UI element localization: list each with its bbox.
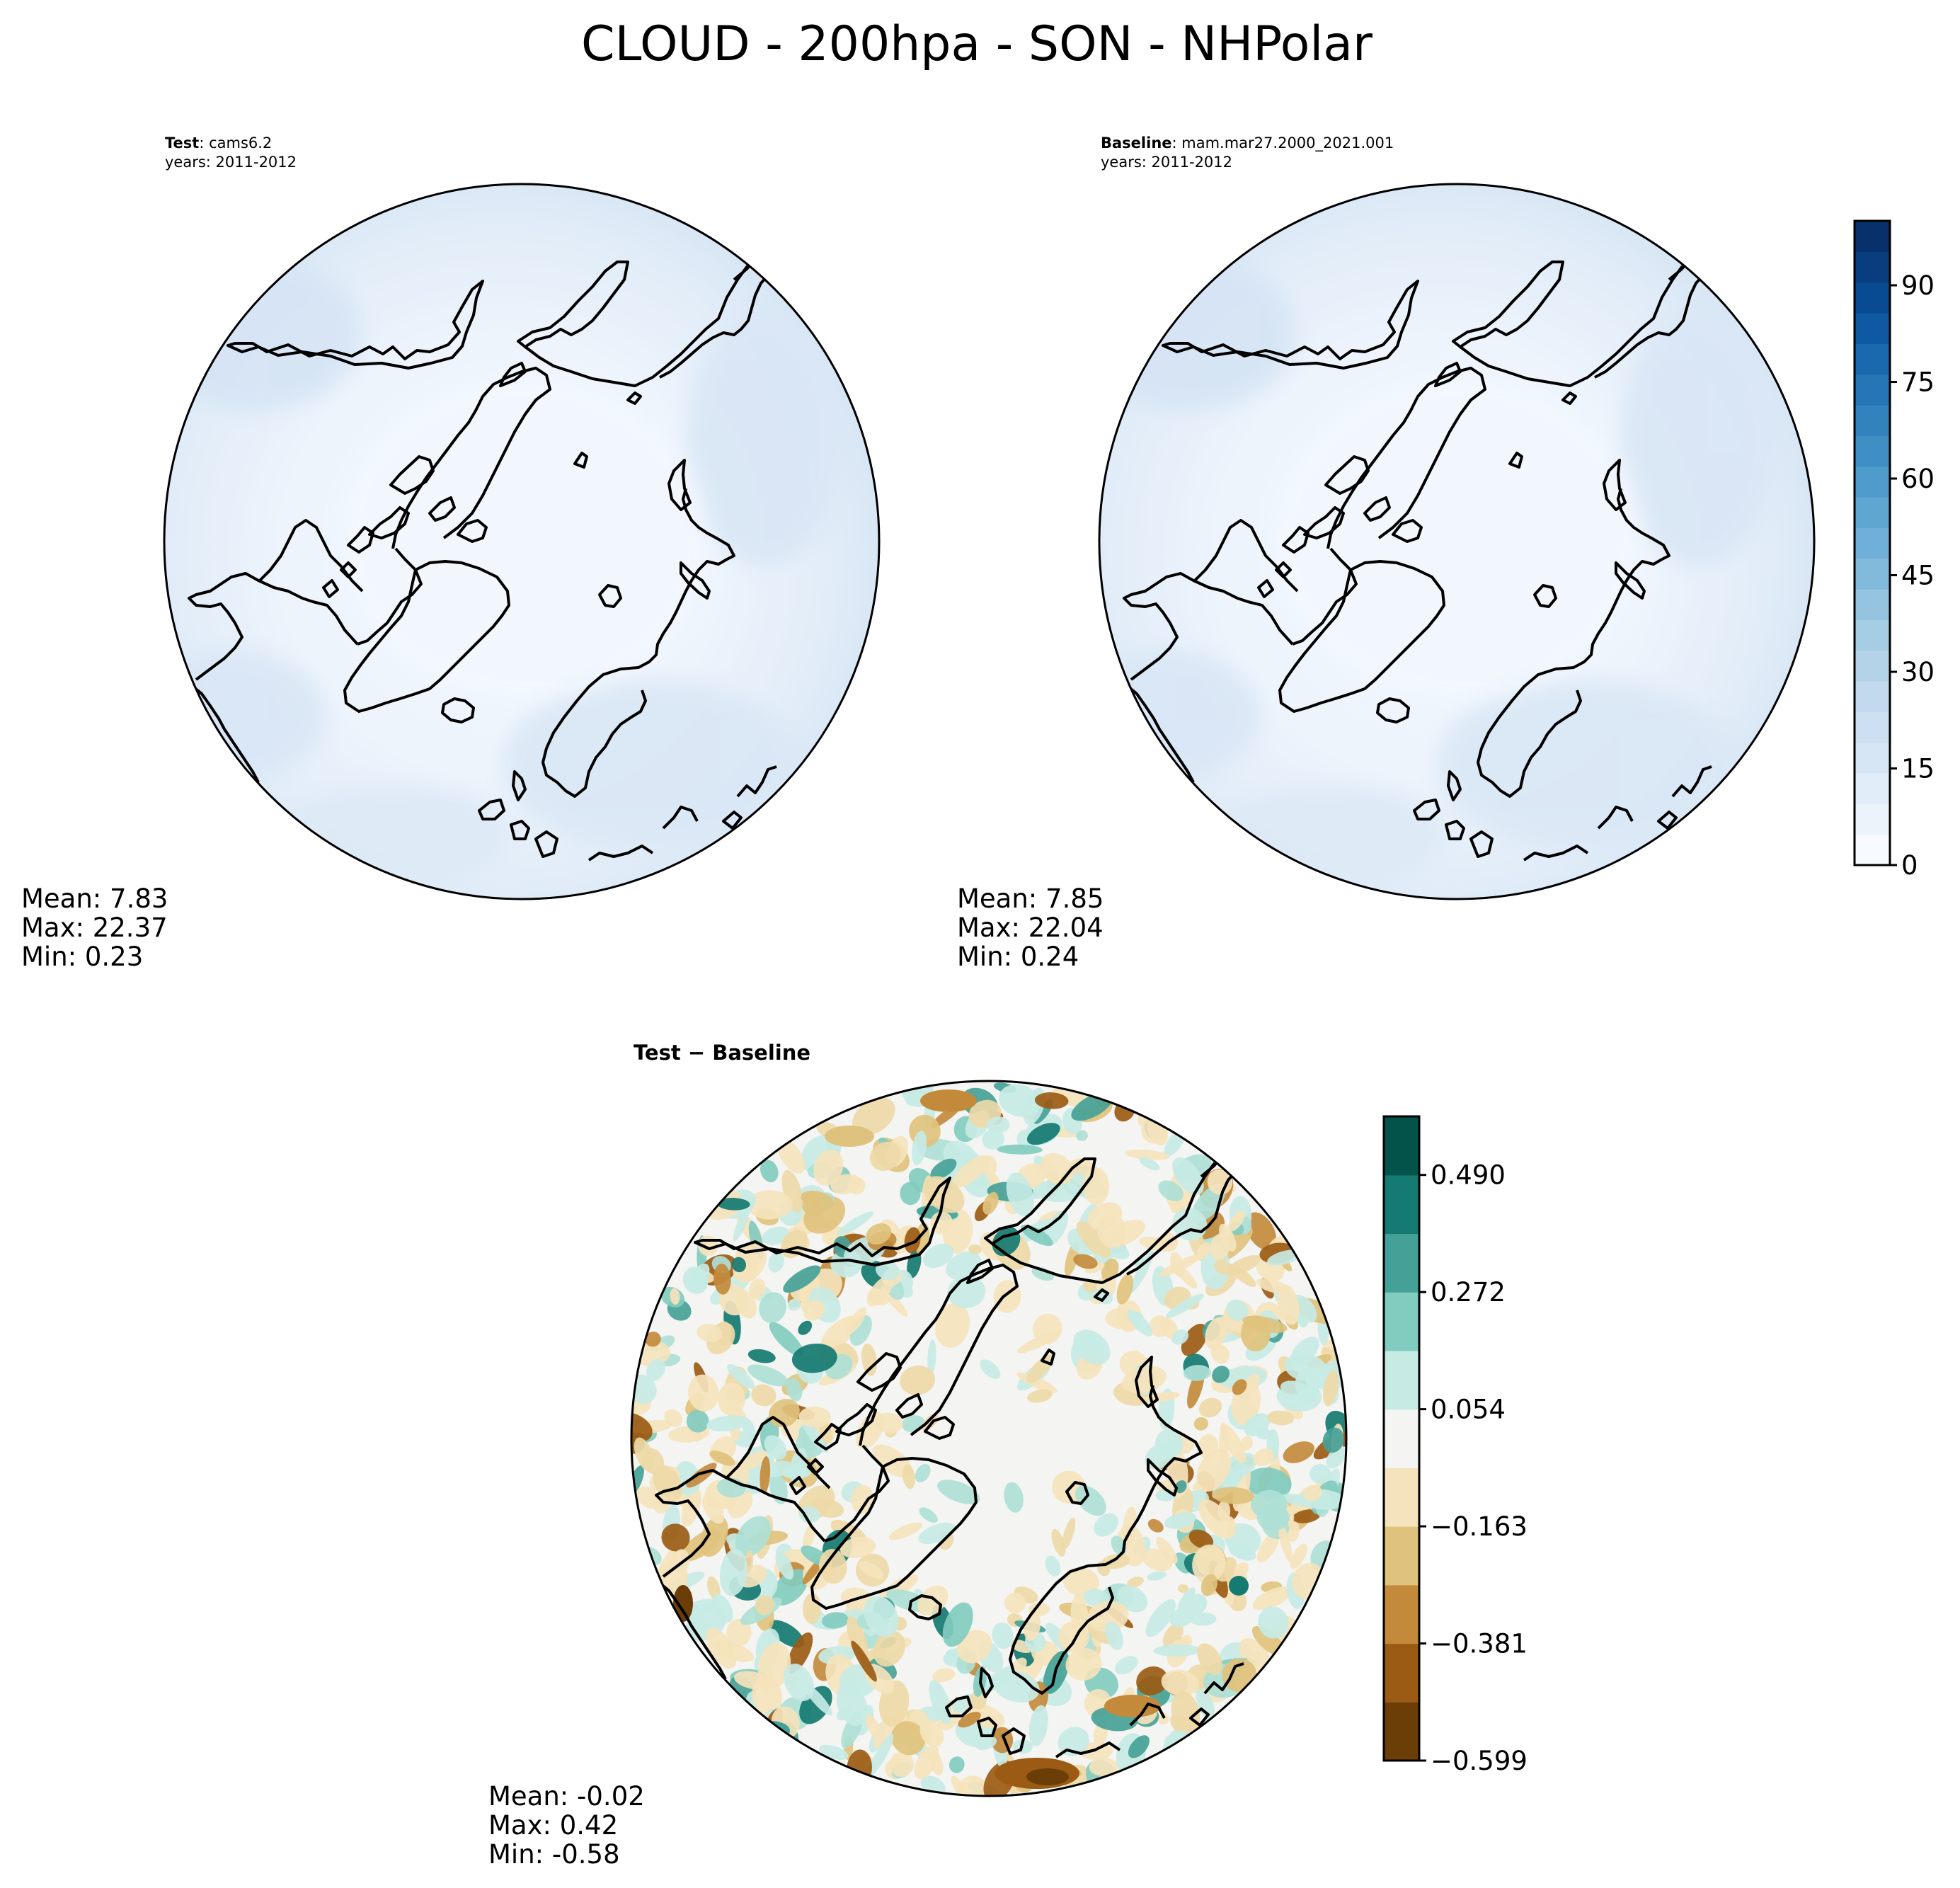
panel-test: Test: cams6.2 years: 2011-2012 Mean: 7.8… — [21, 135, 881, 972]
figure-title: CLOUD - 200hpa - SON - NHPolar — [581, 16, 1372, 72]
panel-baseline: Baseline: mam.mar27.2000_2021.001 years:… — [957, 135, 1816, 972]
colorbar-main-segment — [1855, 435, 1890, 467]
colorbar-main-tick-label: 30 — [1901, 657, 1935, 687]
panel-diff: Test − Baseline Mean: -0.02 Max: 0.42 Mi… — [488, 1041, 1348, 1870]
panel-test-mean: Mean: 7.83 — [21, 883, 168, 914]
panel-diff-header: Test − Baseline — [634, 1041, 810, 1065]
colorbar-diff-segment — [1384, 1468, 1419, 1527]
panel-baseline-mean: Mean: 7.85 — [957, 883, 1104, 914]
colorbar-diff-tick-label: −0.163 — [1431, 1511, 1528, 1542]
colorbar-main-segment — [1855, 589, 1890, 620]
colorbar-main-segment — [1855, 619, 1890, 651]
colorbar-diff: −0.599 −0.381 −0.163 0.054 0.272 0.490 — [1382, 1115, 1528, 1776]
colorbar-main-segment — [1855, 834, 1890, 866]
colorbar-main: 0 15 30 45 60 75 90 — [1853, 219, 1935, 881]
colorbar-diff-tick-label: 0.054 — [1431, 1395, 1506, 1425]
panel-test-max: Max: 22.37 — [21, 912, 168, 943]
colorbar-main-tick-label: 45 — [1901, 561, 1935, 591]
colorbar-main-tick-label: 0 — [1901, 850, 1918, 881]
colorbar-diff-segment — [1384, 1702, 1419, 1761]
colorbar-main-segment — [1855, 497, 1890, 528]
colorbar-diff-segment — [1384, 1643, 1419, 1703]
colorbar-main-frame — [1853, 219, 1891, 866]
colorbar-main-segment — [1855, 558, 1890, 590]
colorbar-diff-segment — [1384, 1526, 1419, 1586]
map-baseline — [1099, 184, 1814, 899]
colorbar-main-segment — [1855, 742, 1890, 774]
colorbar-diff-tick-label: −0.599 — [1431, 1746, 1528, 1776]
colorbar-diff-tick-label: −0.381 — [1431, 1629, 1528, 1659]
colorbar-main-segment — [1855, 374, 1890, 406]
panel-test-header: Test: cams6.2 — [165, 135, 272, 151]
colorbar-diff-segment — [1384, 1350, 1419, 1410]
colorbar-main-segment — [1855, 527, 1890, 559]
colorbar-diff-segment — [1384, 1292, 1419, 1351]
panel-baseline-min: Min: 0.24 — [957, 942, 1079, 972]
panel-test-header-value: : cams6.2 — [199, 135, 272, 151]
panel-test-years: years: 2011-2012 — [165, 154, 297, 171]
panel-baseline-header-label: Baseline — [1101, 135, 1172, 151]
colorbar-main-tick-label: 75 — [1901, 367, 1935, 398]
colorbar-main-segment — [1855, 773, 1890, 804]
colorbar-main-segment — [1855, 466, 1890, 498]
colorbar-main-segment — [1855, 282, 1890, 314]
panel-test-min: Min: 0.23 — [21, 942, 143, 972]
panel-diff-mean: Mean: -0.02 — [488, 1781, 645, 1812]
colorbar-main-segment — [1855, 650, 1890, 682]
colorbar-main-segment — [1855, 803, 1890, 835]
panel-baseline-header-value: : mam.mar27.2000_2021.001 — [1172, 135, 1394, 152]
colorbar-main-segment — [1855, 313, 1890, 344]
map-diff — [631, 1081, 1346, 1796]
colorbar-main-segment — [1855, 405, 1890, 436]
colorbar-main-segment — [1855, 343, 1890, 375]
colorbar-diff-segment — [1384, 1174, 1419, 1235]
colorbar-main-tick-label: 90 — [1901, 270, 1935, 301]
panel-diff-min: Min: -0.58 — [488, 1839, 620, 1870]
colorbar-main-tick-label: 60 — [1901, 464, 1935, 494]
colorbar-main-segment — [1855, 711, 1890, 743]
panel-test-header-label: Test — [165, 135, 199, 151]
colorbar-main-segment — [1855, 221, 1890, 252]
panel-baseline-header: Baseline: mam.mar27.2000_2021.001 — [1101, 135, 1394, 152]
colorbar-diff-segment — [1384, 1233, 1419, 1293]
colorbar-diff-tick-label: 0.490 — [1431, 1160, 1506, 1191]
panel-diff-max: Max: 0.42 — [488, 1810, 618, 1841]
panel-baseline-max: Max: 22.04 — [957, 912, 1104, 943]
colorbar-diff-segment — [1384, 1584, 1419, 1644]
colorbar-diff-frame — [1382, 1115, 1421, 1762]
colorbar-main-segment — [1855, 251, 1890, 283]
colorbar-diff-segment — [1384, 1409, 1419, 1468]
colorbar-diff-segment — [1384, 1116, 1419, 1176]
map-test — [164, 184, 879, 899]
colorbar-main-segment — [1855, 681, 1890, 712]
colorbar-diff-tick-label: 0.272 — [1431, 1277, 1506, 1308]
panel-baseline-years: years: 2011-2012 — [1101, 154, 1232, 171]
colorbar-main-tick-label: 15 — [1901, 754, 1935, 784]
